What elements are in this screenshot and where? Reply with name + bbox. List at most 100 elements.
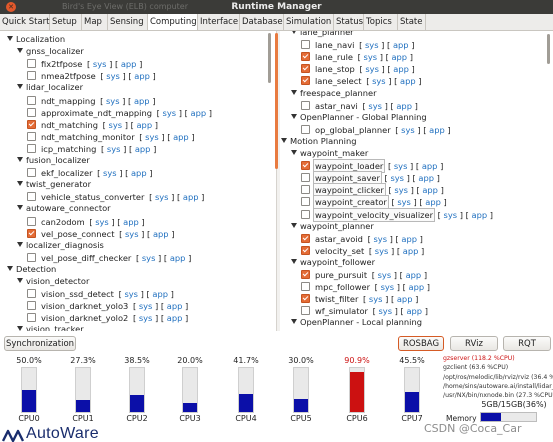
- tree-item-waypoint-loader[interactable]: waypoint_loader [ sys ] [ app ]: [301, 159, 443, 174]
- sys-link[interactable]: sys: [377, 270, 392, 280]
- tree-group-vision-tracker[interactable]: vision_tracker: [17, 323, 84, 331]
- expand-triangle-icon[interactable]: [17, 48, 23, 54]
- sys-link[interactable]: sys: [364, 40, 379, 51]
- sys-link[interactable]: sys: [390, 173, 404, 184]
- expand-triangle-icon[interactable]: [17, 157, 23, 162]
- computing-left-pane[interactable]: Localization gnss_localizer fix2tfpose [ s…: [0, 31, 276, 331]
- checkbox-unchecked[interactable]: [27, 59, 36, 69]
- sys-link[interactable]: sys: [124, 228, 139, 239]
- checkbox-checked[interactable]: [301, 245, 310, 255]
- tree-item-velocity-set[interactable]: velocity_set [ sys ] [ app ]: [301, 244, 424, 256]
- app-link[interactable]: app: [422, 185, 438, 196]
- tree-item-fix2tfpose[interactable]: fix2tfpose [ sys ] [ app ]: [27, 57, 142, 69]
- sys-link[interactable]: sys: [108, 119, 123, 130]
- app-link[interactable]: app: [405, 270, 422, 280]
- tree-item-label[interactable]: op_global_planner: [315, 124, 391, 135]
- expand-triangle-icon[interactable]: [291, 31, 297, 34]
- app-link[interactable]: app: [166, 313, 183, 324]
- checkbox-unchecked[interactable]: [301, 306, 310, 316]
- tree-item-label[interactable]: vision_darknet_yolo3: [41, 301, 129, 312]
- tree-group-lane-planner[interactable]: lane_planner: [291, 31, 354, 38]
- app-link[interactable]: app: [182, 192, 199, 203]
- sys-link[interactable]: sys: [380, 282, 395, 293]
- tree-item-label[interactable]: waypoint_velocity_visualizer: [313, 207, 436, 222]
- tree-item-vehicle-status-converter[interactable]: vehicle_status_converter [ sys ] [ app ]: [27, 190, 204, 202]
- sys-link[interactable]: sys: [368, 294, 383, 305]
- sys-link[interactable]: sys: [141, 252, 156, 263]
- tree-item-mpc-follower[interactable]: mpc_follower [ sys ] [ app ]: [301, 280, 430, 292]
- tree-item-label[interactable]: astar_avoid: [315, 233, 363, 244]
- tree-item-op-global-planner[interactable]: op_global_planner [ sys ] [ app ]: [301, 123, 451, 135]
- app-link[interactable]: app: [173, 131, 189, 142]
- expand-triangle-icon[interactable]: [17, 84, 23, 90]
- checkbox-unchecked[interactable]: [27, 71, 36, 81]
- tree-item-label[interactable]: ndt_matching: [41, 119, 98, 130]
- tree-item-label[interactable]: op_common_params: [313, 329, 403, 332]
- tree-item-vel-pose-connect[interactable]: vel_pose_connect [ sys ] [ app ]: [27, 227, 174, 239]
- left-pane-scrollbar[interactable]: [268, 33, 271, 83]
- app-link[interactable]: app: [396, 100, 412, 111]
- app-link[interactable]: app: [391, 52, 408, 63]
- tree-item-label[interactable]: lane_rule: [315, 52, 353, 63]
- tree-item-label[interactable]: astar_navi: [315, 100, 358, 111]
- rqt-button[interactable]: RQT: [503, 336, 551, 351]
- expand-triangle-icon[interactable]: [7, 265, 13, 271]
- app-link[interactable]: app: [393, 64, 409, 75]
- tree-item-label[interactable]: nmea2tfpose: [41, 71, 96, 82]
- expand-triangle-icon[interactable]: [281, 137, 287, 143]
- sys-link[interactable]: sys: [154, 192, 169, 203]
- tree-group-fusion-localizer[interactable]: fusion_localizer: [17, 154, 90, 166]
- tree-group-freespace-planner[interactable]: freespace_planner: [291, 87, 377, 99]
- checkbox-unchecked[interactable]: [301, 173, 310, 183]
- right-pane-scrollbar[interactable]: [547, 34, 550, 64]
- checkbox-checked[interactable]: [301, 161, 310, 171]
- tab-status[interactable]: Status: [334, 14, 364, 30]
- tree-group-motion-planning[interactable]: Motion Planning: [281, 135, 357, 147]
- app-link[interactable]: app: [418, 173, 435, 184]
- tree-item-can2odom[interactable]: can2odom [ sys ] [ app ]: [27, 215, 145, 227]
- checkbox-unchecked[interactable]: [301, 40, 310, 50]
- tab-interface[interactable]: Interface: [198, 14, 240, 30]
- sys-link[interactable]: sys: [412, 331, 426, 332]
- app-link[interactable]: app: [166, 301, 183, 312]
- checkbox-checked[interactable]: [301, 76, 310, 86]
- checkbox-unchecked[interactable]: [301, 100, 310, 110]
- tree-group-localizer-diagnosis[interactable]: localizer_diagnosis: [17, 239, 104, 251]
- tree-group-waypoint-follower[interactable]: waypoint_follower: [291, 256, 375, 268]
- checkbox-unchecked[interactable]: [301, 209, 310, 219]
- expand-triangle-icon[interactable]: [17, 205, 23, 211]
- tree-group-waypoint-maker[interactable]: waypoint_maker: [291, 147, 368, 159]
- checkbox-unchecked[interactable]: [27, 131, 36, 141]
- checkbox-checked[interactable]: [301, 64, 310, 74]
- tree-item-ndt-matching-monitor[interactable]: ndt_matching_monitor [ sys ] [ app ]: [27, 130, 195, 142]
- tree-item-label[interactable]: vehicle_status_converter: [41, 192, 145, 203]
- tree-item-label[interactable]: lane_select: [315, 76, 362, 87]
- tree-item-label[interactable]: fix2tfpose: [41, 59, 83, 70]
- sys-link[interactable]: sys: [124, 289, 139, 300]
- tree-item-label[interactable]: vel_pose_connect: [41, 228, 115, 239]
- checkbox-unchecked[interactable]: [301, 197, 310, 207]
- tab-quick-start[interactable]: Quick Start: [0, 14, 50, 30]
- tree-item-label[interactable]: lane_navi: [315, 40, 355, 51]
- app-link[interactable]: app: [402, 245, 419, 256]
- app-link[interactable]: app: [120, 59, 137, 70]
- expand-triangle-icon[interactable]: [291, 89, 297, 95]
- tree-item-op-common-params[interactable]: op_common_params [ sys ] [ app ]: [301, 329, 461, 332]
- sys-link[interactable]: sys: [365, 64, 379, 75]
- checkbox-checked[interactable]: [301, 270, 310, 279]
- tree-item-label[interactable]: velocity_set: [315, 245, 365, 256]
- tree-item-astar-avoid[interactable]: astar_avoid [ sys ] [ app ]: [301, 232, 423, 244]
- tree-item-label[interactable]: twist_filter: [315, 294, 359, 305]
- checkbox-checked[interactable]: [301, 52, 310, 62]
- tree-item-lane-rule[interactable]: lane_rule [ sys ] [ app ]: [301, 50, 413, 62]
- tree-item-vision-ssd-detect[interactable]: vision_ssd_detect [ sys ] [ app ]: [27, 287, 174, 299]
- sys-link[interactable]: sys: [443, 209, 458, 220]
- sys-link[interactable]: sys: [372, 76, 386, 87]
- checkbox-unchecked[interactable]: [27, 289, 36, 299]
- expand-triangle-icon[interactable]: [17, 278, 23, 283]
- app-link[interactable]: app: [425, 197, 441, 208]
- tree-group-vision-detector[interactable]: vision_detector: [17, 275, 89, 287]
- tree-item-ekf-localizer[interactable]: ekf_localizer [ sys ] [ app ]: [27, 166, 152, 178]
- sys-link[interactable]: sys: [368, 100, 382, 111]
- tree-group-waypoint-planner[interactable]: waypoint_planner: [291, 220, 374, 232]
